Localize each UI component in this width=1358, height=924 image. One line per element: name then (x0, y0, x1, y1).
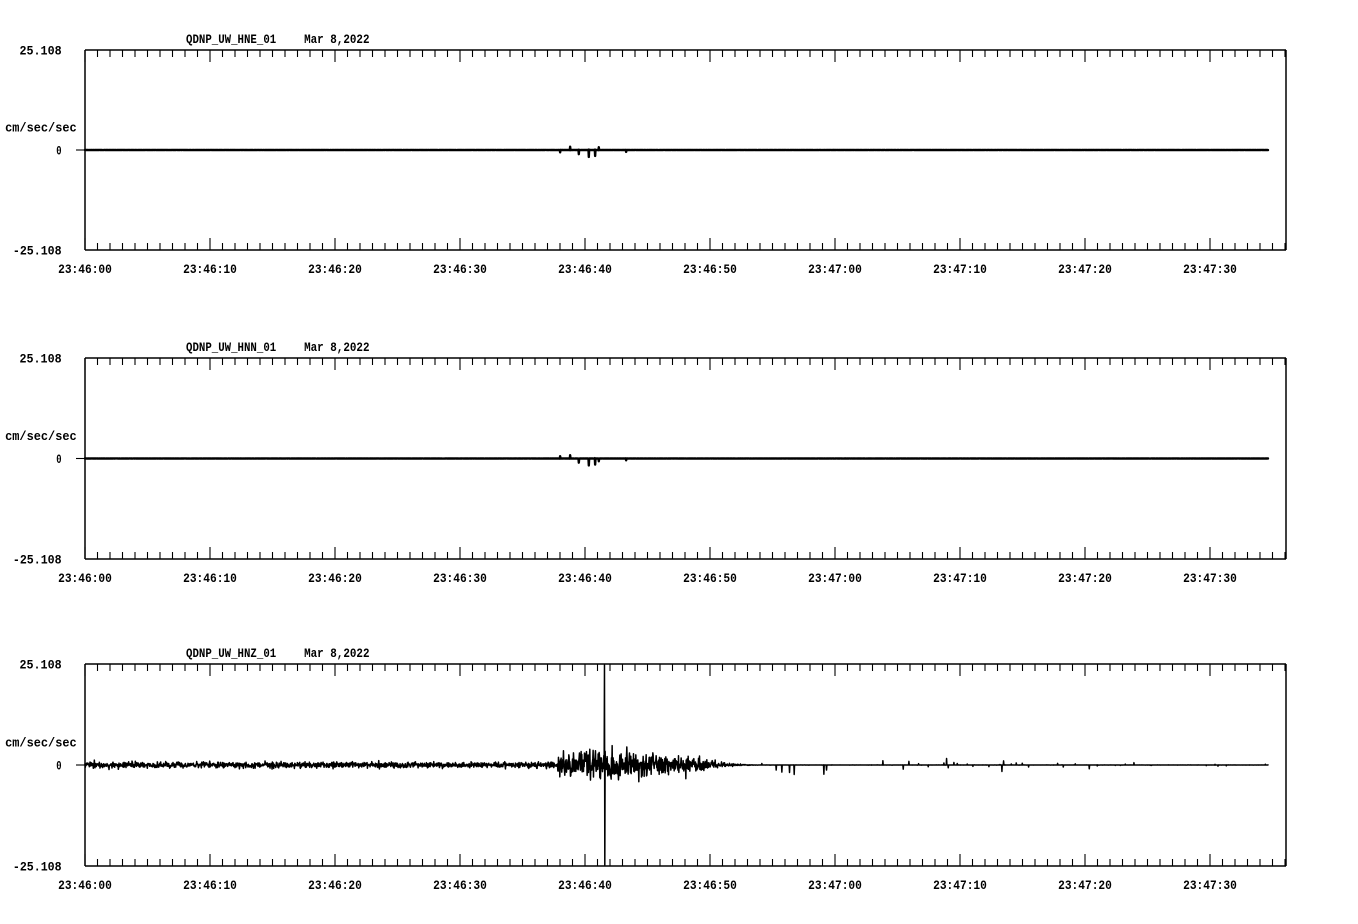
svg-text:Mar 8,2022: Mar 8,2022 (304, 340, 370, 355)
svg-text:23:47:00: 23:47:00 (808, 571, 862, 586)
svg-text:23:46:50: 23:46:50 (683, 878, 737, 893)
svg-text:QDNP_UW_HNE_01: QDNP_UW_HNE_01 (186, 32, 276, 47)
svg-text:QDNP_UW_HNZ_01: QDNP_UW_HNZ_01 (186, 646, 276, 661)
svg-text:23:46:40: 23:46:40 (558, 571, 612, 586)
svg-text:23:46:50: 23:46:50 (683, 571, 737, 586)
svg-text:Mar 8,2022: Mar 8,2022 (304, 32, 370, 47)
svg-text:0: 0 (56, 144, 61, 159)
svg-text:cm/sec/sec: cm/sec/sec (5, 429, 77, 444)
svg-text:23:46:00: 23:46:00 (58, 571, 112, 586)
svg-text:cm/sec/sec: cm/sec/sec (5, 736, 77, 751)
svg-text:-25.108: -25.108 (13, 553, 62, 568)
svg-text:23:46:30: 23:46:30 (433, 262, 487, 277)
svg-text:cm/sec/sec: cm/sec/sec (5, 121, 77, 136)
svg-text:23:47:10: 23:47:10 (933, 878, 987, 893)
svg-text:23:47:00: 23:47:00 (808, 262, 862, 277)
svg-text:23:46:30: 23:46:30 (433, 571, 487, 586)
svg-text:23:47:00: 23:47:00 (808, 878, 862, 893)
svg-text:23:46:40: 23:46:40 (558, 262, 612, 277)
svg-text:23:46:20: 23:46:20 (308, 878, 362, 893)
svg-text:23:47:20: 23:47:20 (1058, 262, 1112, 277)
svg-text:23:46:50: 23:46:50 (683, 262, 737, 277)
svg-text:0: 0 (56, 759, 61, 774)
svg-text:-25.108: -25.108 (13, 860, 62, 875)
svg-text:25.108: 25.108 (20, 44, 62, 59)
svg-text:0: 0 (56, 452, 61, 467)
svg-text:-25.108: -25.108 (13, 244, 62, 259)
svg-text:23:46:00: 23:46:00 (58, 878, 112, 893)
svg-text:23:46:10: 23:46:10 (183, 571, 237, 586)
svg-text:QDNP_UW_HNN_01: QDNP_UW_HNN_01 (186, 340, 276, 355)
svg-text:23:47:20: 23:47:20 (1058, 571, 1112, 586)
svg-text:23:47:30: 23:47:30 (1183, 878, 1237, 893)
svg-text:25.108: 25.108 (20, 352, 62, 367)
svg-text:23:47:30: 23:47:30 (1183, 571, 1237, 586)
svg-text:23:46:10: 23:46:10 (183, 262, 237, 277)
svg-text:23:47:10: 23:47:10 (933, 571, 987, 586)
svg-text:Mar 8,2022: Mar 8,2022 (304, 646, 370, 661)
svg-text:23:47:20: 23:47:20 (1058, 878, 1112, 893)
svg-text:23:47:30: 23:47:30 (1183, 262, 1237, 277)
svg-text:23:46:10: 23:46:10 (183, 878, 237, 893)
svg-text:23:46:20: 23:46:20 (308, 571, 362, 586)
svg-text:25.108: 25.108 (20, 658, 62, 673)
svg-text:23:46:20: 23:46:20 (308, 262, 362, 277)
svg-text:23:46:00: 23:46:00 (58, 262, 112, 277)
svg-text:23:46:30: 23:46:30 (433, 878, 487, 893)
svg-text:23:46:40: 23:46:40 (558, 878, 612, 893)
svg-text:23:47:10: 23:47:10 (933, 262, 987, 277)
